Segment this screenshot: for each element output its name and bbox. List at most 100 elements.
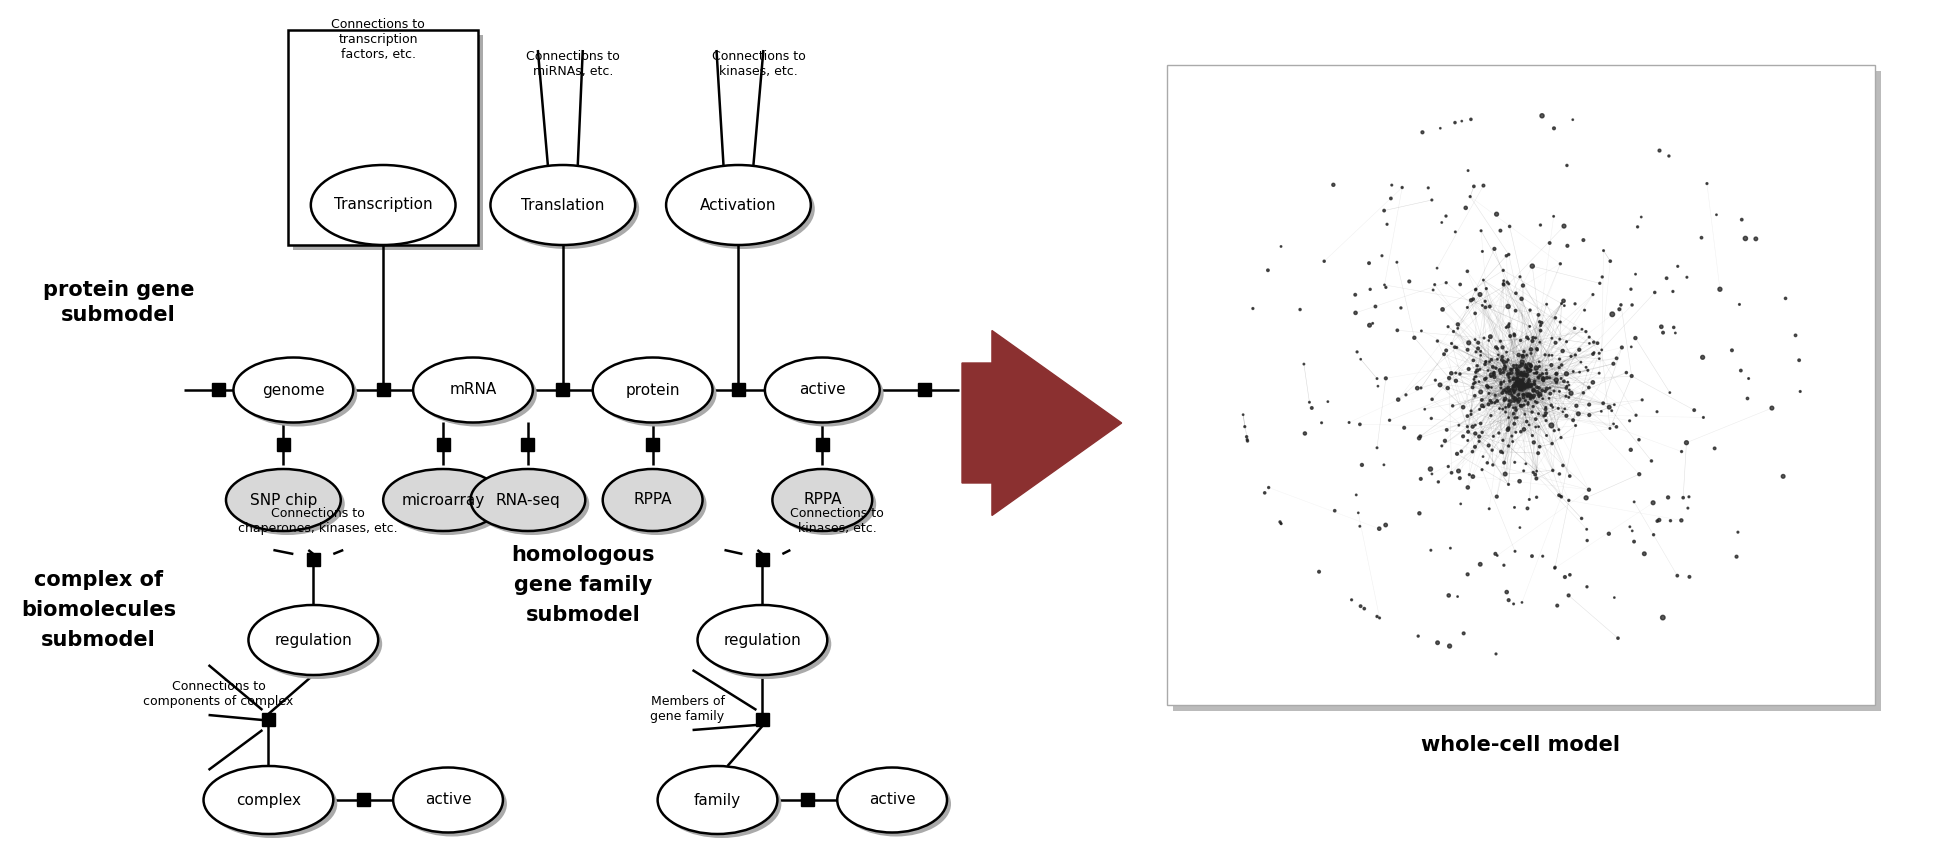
Point: [1460, 283, 1491, 296]
Point: [1433, 459, 1464, 473]
Point: [1493, 320, 1525, 333]
Point: [1474, 333, 1505, 347]
Text: Connections to
kinases, etc.: Connections to kinases, etc.: [791, 507, 884, 535]
Point: [1521, 396, 1552, 409]
Point: [1466, 399, 1497, 413]
Point: [1480, 371, 1511, 384]
Point: [1577, 335, 1608, 349]
Point: [1515, 360, 1546, 374]
Point: [1499, 401, 1530, 415]
Point: [1540, 311, 1571, 325]
Point: [1431, 423, 1462, 437]
Point: [1571, 534, 1603, 547]
Point: [1253, 263, 1284, 277]
Point: [1446, 444, 1478, 458]
Point: [1526, 549, 1558, 563]
Point: [1480, 647, 1511, 661]
Point: [1505, 379, 1536, 393]
Point: [1511, 361, 1542, 375]
Point: [1544, 423, 1575, 437]
Point: [1499, 411, 1530, 425]
Point: [1538, 384, 1569, 398]
Point: [1540, 336, 1571, 349]
Point: [1444, 277, 1476, 291]
Point: [1566, 355, 1597, 369]
Point: [1466, 224, 1497, 238]
Point: [1509, 464, 1540, 478]
Point: [1526, 392, 1558, 405]
Point: [1452, 420, 1484, 433]
Point: [1429, 348, 1460, 361]
Point: [1573, 330, 1605, 343]
Point: [1505, 374, 1536, 387]
Bar: [1167, 65, 1876, 705]
Point: [1671, 271, 1702, 284]
Point: [1513, 398, 1544, 411]
Point: [1599, 398, 1630, 411]
Point: [1525, 369, 1556, 382]
Point: [1659, 327, 1690, 340]
Point: [1456, 420, 1487, 433]
Point: [1361, 299, 1392, 313]
Bar: [213, 383, 224, 397]
Point: [1530, 363, 1562, 376]
Point: [1507, 388, 1538, 402]
Point: [1554, 589, 1585, 602]
Point: [1456, 404, 1487, 418]
Point: [1501, 411, 1532, 425]
Point: [1507, 382, 1538, 395]
Point: [1497, 359, 1528, 372]
Point: [1503, 349, 1534, 362]
Point: [1505, 378, 1536, 392]
Point: [1513, 362, 1544, 376]
Point: [1554, 568, 1585, 581]
Point: [1505, 377, 1536, 391]
Point: [1505, 378, 1536, 392]
Text: RPPA: RPPA: [802, 492, 841, 508]
Point: [1509, 379, 1540, 393]
Ellipse shape: [593, 358, 712, 422]
Point: [1548, 375, 1579, 388]
Point: [1784, 385, 1815, 398]
Point: [1491, 249, 1523, 262]
Point: [1550, 570, 1581, 584]
Ellipse shape: [207, 770, 338, 838]
Point: [1509, 365, 1540, 379]
Point: [1517, 260, 1548, 273]
Ellipse shape: [238, 361, 357, 426]
Point: [1573, 337, 1605, 350]
Point: [1484, 402, 1515, 415]
Point: [1478, 459, 1509, 472]
Point: [1476, 381, 1507, 394]
Point: [1509, 378, 1540, 392]
Point: [1386, 301, 1417, 315]
Point: [1493, 317, 1525, 331]
Point: [1638, 528, 1669, 541]
Point: [1476, 368, 1507, 382]
Point: [1489, 405, 1521, 419]
Point: [1716, 343, 1747, 357]
Point: [1485, 445, 1517, 459]
Point: [1521, 366, 1552, 380]
Point: [1499, 394, 1530, 408]
Point: [1616, 369, 1647, 382]
Point: [1480, 340, 1511, 354]
Point: [1525, 360, 1556, 373]
Point: [1542, 599, 1573, 613]
Point: [1585, 277, 1616, 290]
Point: [1347, 459, 1378, 472]
Point: [1462, 342, 1493, 355]
Bar: [816, 438, 830, 452]
Point: [1505, 380, 1536, 393]
Point: [1511, 381, 1542, 394]
Point: [1521, 342, 1552, 355]
Point: [1288, 426, 1320, 440]
Point: [1548, 299, 1579, 312]
Bar: [357, 794, 369, 806]
Point: [1470, 358, 1501, 371]
Point: [1546, 431, 1577, 444]
Point: [1421, 334, 1452, 348]
FancyArrow shape: [962, 331, 1122, 515]
Point: [1515, 304, 1546, 317]
Point: [1620, 332, 1651, 345]
